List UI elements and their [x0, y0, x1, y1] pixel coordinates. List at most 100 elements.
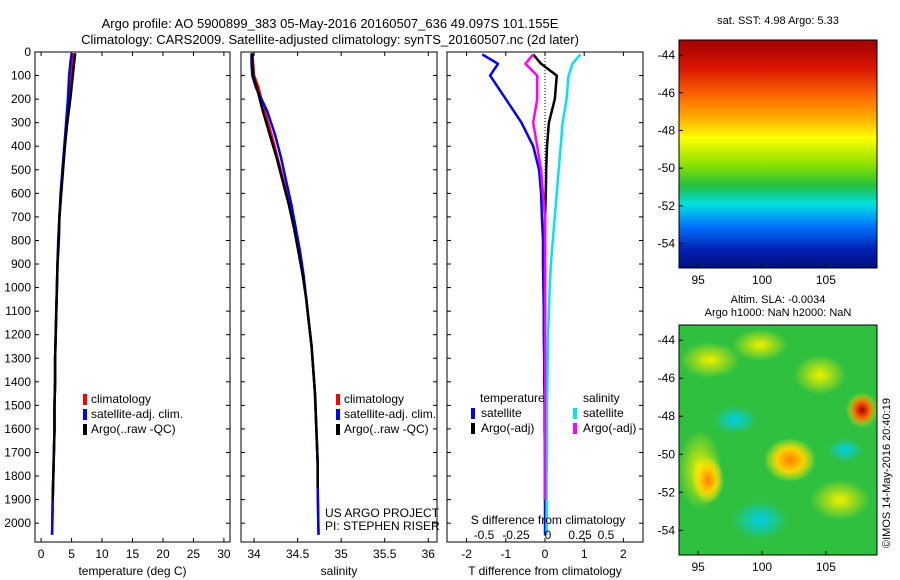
legend-label: Argo(..raw -QC) — [91, 422, 176, 436]
y-tick-label: 900 — [11, 257, 31, 271]
legend-label: satellite — [583, 406, 624, 420]
sla-map-title-line2: Argo h1000: NaN h2000: NaN — [705, 307, 852, 319]
sla-blob — [764, 438, 816, 482]
map-y-tick-label: -44 — [658, 333, 676, 347]
sla-map-title-line1: Altim. SLA: -0.0034 — [731, 294, 826, 306]
x-tick-label: 25 — [187, 547, 201, 561]
sla-blob — [713, 406, 757, 434]
y-tick-label: 700 — [11, 210, 31, 224]
s-tick-label: 0.25 — [568, 528, 592, 542]
legend-swatch — [83, 424, 87, 435]
y-tick-label: 800 — [11, 233, 31, 247]
s-tick-label: 0 — [545, 528, 552, 542]
y-tick-label: 100 — [11, 69, 31, 83]
y-tick-label: 1200 — [4, 328, 31, 342]
legend-label: Argo(-adj) — [481, 421, 534, 435]
series-line-satellite — [545, 53, 582, 535]
s-tick-label: 0.5 — [598, 528, 615, 542]
s-tick-label: -0.5 — [474, 528, 495, 542]
legend-title-salinity: salinity — [583, 391, 620, 405]
sla-blob — [846, 392, 877, 428]
legend-label: satellite-adj. clim. — [344, 407, 436, 421]
sst-map-frame — [678, 39, 878, 269]
temperature-panel: 0 5 10 15 20 25 300100200300400500600700800900… — [4, 45, 231, 578]
x-tick-label: 20 — [156, 547, 170, 561]
y-tick-label: 1500 — [4, 398, 31, 412]
map-x-tick-label: 95 — [691, 273, 705, 287]
y-tick-label: 200 — [11, 92, 31, 106]
sla-blob — [732, 329, 788, 361]
series-line-argo---raw--qc- — [51, 53, 77, 500]
sla-blob — [680, 342, 740, 378]
map-y-tick-label: -54 — [658, 237, 676, 251]
sla-map-anomalies — [679, 329, 877, 540]
map-y-tick-label: -50 — [658, 161, 676, 175]
legend-label: climatology — [91, 392, 151, 406]
x-tick-label: 0 — [542, 547, 549, 561]
legend-swatch — [573, 408, 577, 419]
sla-blob — [732, 500, 788, 540]
y-tick-label: 500 — [11, 163, 31, 177]
x-tick-label: 34 — [247, 547, 261, 561]
sla-map — [678, 324, 878, 556]
legend-label: Argo(..raw -QC) — [344, 422, 429, 436]
map-y-tick-label: -46 — [658, 371, 676, 385]
map-x-tick-label: 100 — [752, 560, 772, 574]
x-tick-label: 0 — [38, 547, 45, 561]
s-tick-label: -0.25 — [502, 528, 530, 542]
map-y-tick-label: -46 — [658, 86, 676, 100]
x-tick-label: 10 — [95, 547, 109, 561]
sla-map-axes: 95 100 105 -44 -46 -48 -50 -52 -54 — [658, 333, 837, 574]
sst-map-title: sat. SST: 4.98 Argo: 5.33 — [717, 15, 839, 27]
legend-swatch — [336, 424, 340, 435]
legend-swatch — [336, 409, 340, 420]
map-y-tick-label: -44 — [658, 48, 676, 62]
project-note: PI: STEPHEN RISER — [325, 519, 440, 533]
x-tick-label: 30 — [217, 547, 231, 561]
legend-title-temperature: temperature — [480, 391, 545, 405]
sla-blob — [810, 480, 870, 520]
sla-blob — [794, 355, 846, 395]
x-axis-label: temperature (deg C) — [78, 564, 186, 578]
x-tick-label: -1 — [500, 547, 511, 561]
plot-frame — [34, 51, 231, 543]
x-tick-label: 35.5 — [373, 547, 397, 561]
sst-map — [678, 39, 878, 269]
legend-swatch — [336, 394, 340, 405]
series-line-argo--adj- — [524, 53, 547, 500]
map-y-tick-label: -48 — [658, 123, 676, 137]
sst-map-field — [679, 40, 877, 268]
x-tick-label: 35 — [334, 547, 348, 561]
x-tick-label: 36 — [422, 547, 436, 561]
map-y-tick-label: -50 — [658, 447, 676, 461]
map-y-tick-label: -52 — [658, 199, 676, 213]
figure-title-line2: Climatology: CARS2009. Satellite-adjuste… — [81, 32, 579, 47]
legend-label: satellite — [481, 406, 522, 420]
y-tick-label: 1900 — [4, 493, 31, 507]
project-note: US ARGO PROJECT — [325, 506, 440, 520]
x-axis-label: T difference from climatology — [468, 564, 622, 578]
sst-map-axes: 95 100 105 -44 -46 -48 -50 -52 -54 — [658, 48, 837, 287]
x-tick-label: -2 — [461, 547, 472, 561]
legend-label: climatology — [344, 392, 404, 406]
y-tick-label: 2000 — [4, 516, 31, 530]
y-tick-label: 1800 — [4, 469, 31, 483]
y-tick-label: 1600 — [4, 422, 31, 436]
y-tick-label: 1700 — [4, 445, 31, 459]
map-y-tick-label: -52 — [658, 485, 676, 499]
legend-swatch — [471, 408, 475, 419]
sla-blob — [692, 456, 724, 504]
legend-swatch — [573, 423, 577, 434]
map-y-tick-label: -54 — [658, 523, 676, 537]
sla-map-frame — [678, 324, 878, 556]
map-x-tick-label: 105 — [816, 560, 836, 574]
map-x-tick-label: 105 — [816, 273, 836, 287]
imos-footer: ©IMOS 14-May-2016 20:40:19 — [881, 398, 893, 548]
y-tick-label: 1300 — [4, 351, 31, 365]
legend-swatch — [83, 409, 87, 420]
y-tick-label: 300 — [11, 116, 31, 130]
x-tick-label: 2 — [620, 547, 627, 561]
map-y-tick-label: -48 — [658, 409, 676, 423]
series-line-argo---raw--qc- — [251, 53, 319, 488]
